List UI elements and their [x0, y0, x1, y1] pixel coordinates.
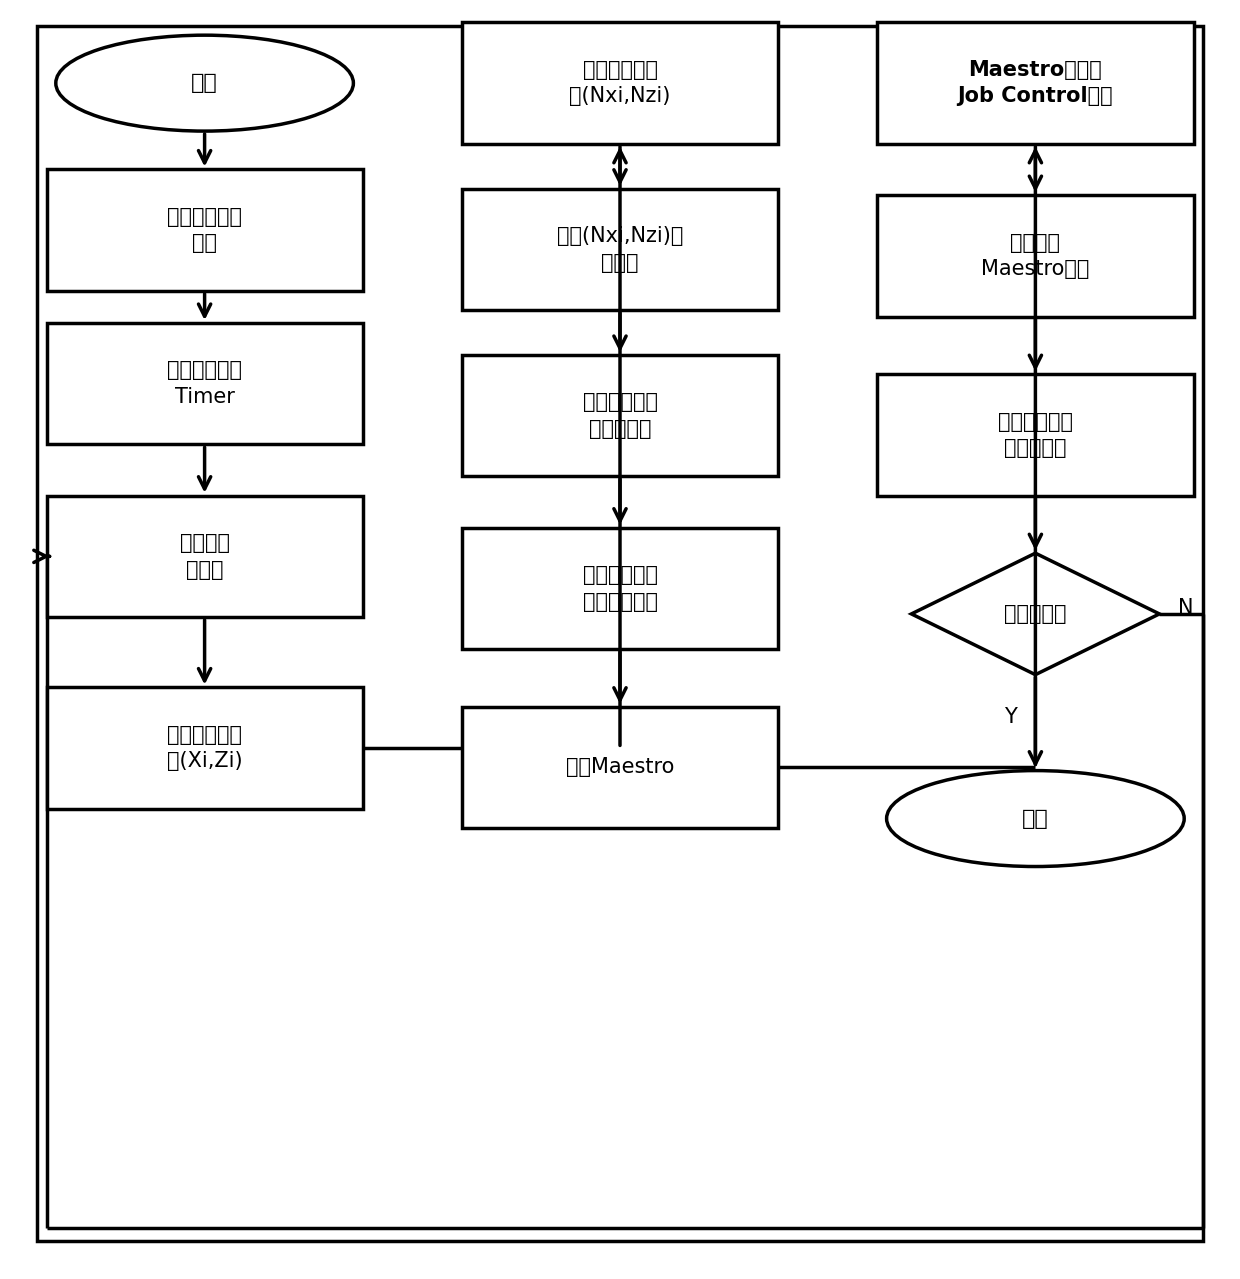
- Text: Y: Y: [1004, 706, 1017, 726]
- Text: 测量结束
Maestro退出: 测量结束 Maestro退出: [981, 233, 1090, 279]
- Text: 启动信息接收
线程: 启动信息接收 线程: [167, 207, 242, 253]
- FancyBboxPatch shape: [878, 194, 1193, 316]
- Text: 开始: 开始: [191, 73, 218, 93]
- FancyBboxPatch shape: [461, 527, 779, 650]
- Text: 发送(Nxi,Nzi)到
控制器: 发送(Nxi,Nzi)到 控制器: [557, 226, 683, 272]
- Text: 坐标转换为脉
冲(Nxi,Nzi): 坐标转换为脉 冲(Nxi,Nzi): [569, 60, 671, 106]
- FancyBboxPatch shape: [461, 706, 779, 829]
- Text: 装置移动并显
示移动状态: 装置移动并显 示移动状态: [583, 393, 657, 439]
- Text: N: N: [1178, 597, 1193, 618]
- FancyBboxPatch shape: [47, 496, 362, 618]
- FancyBboxPatch shape: [47, 169, 362, 292]
- FancyBboxPatch shape: [461, 22, 779, 143]
- Polygon shape: [911, 553, 1159, 675]
- FancyBboxPatch shape: [47, 324, 362, 445]
- Text: 收到控制器发
送的到位信息: 收到控制器发 送的到位信息: [583, 565, 657, 611]
- Text: 启动定时查询
Timer: 启动定时查询 Timer: [167, 361, 242, 407]
- FancyBboxPatch shape: [878, 22, 1193, 143]
- FancyBboxPatch shape: [878, 373, 1193, 495]
- FancyBboxPatch shape: [461, 188, 779, 310]
- Ellipse shape: [887, 770, 1184, 867]
- FancyBboxPatch shape: [461, 354, 779, 476]
- Text: 获取分析点坐
标(Xi,Zi): 获取分析点坐 标(Xi,Zi): [167, 725, 242, 771]
- Text: Maestro工作在
Job Control模式: Maestro工作在 Job Control模式: [957, 60, 1114, 106]
- Text: 启动Maestro: 启动Maestro: [565, 757, 675, 778]
- Text: 结束: 结束: [1022, 808, 1049, 829]
- FancyBboxPatch shape: [47, 688, 362, 810]
- Text: 最后一点？: 最后一点？: [1004, 604, 1066, 624]
- Text: 谱文件和分析
点坐标绑定: 谱文件和分析 点坐标绑定: [998, 412, 1073, 458]
- Text: 移动装置
回零点: 移动装置 回零点: [180, 533, 229, 579]
- Ellipse shape: [56, 35, 353, 132]
